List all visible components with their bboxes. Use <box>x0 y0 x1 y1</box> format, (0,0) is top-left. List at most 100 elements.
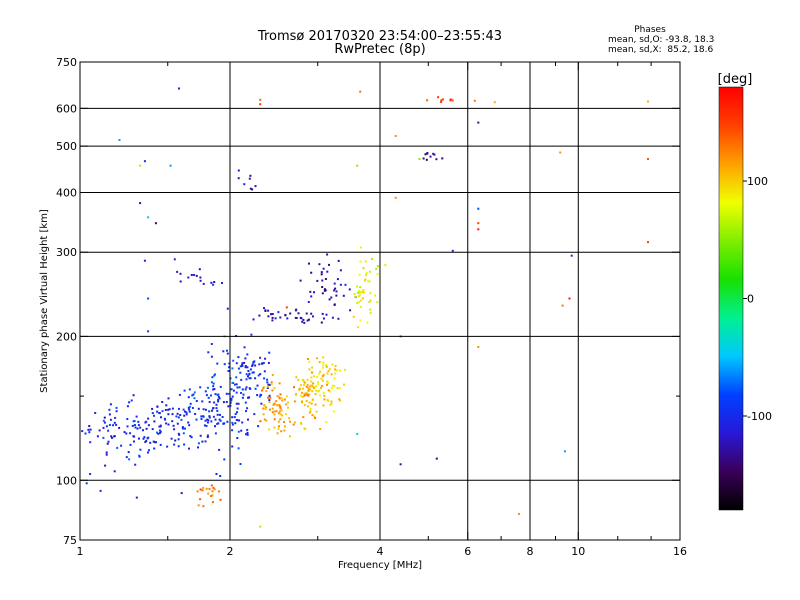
data-point <box>272 313 274 315</box>
data-point <box>321 273 323 275</box>
data-point <box>268 352 270 354</box>
data-point <box>103 420 105 422</box>
data-point <box>147 216 149 218</box>
data-point <box>144 160 146 162</box>
data-point <box>200 435 202 437</box>
data-point <box>238 403 240 405</box>
data-point <box>191 436 193 438</box>
data-point <box>114 417 116 419</box>
data-point <box>275 400 277 402</box>
data-point <box>337 278 339 280</box>
data-point <box>358 295 360 297</box>
data-point <box>201 418 203 420</box>
data-point <box>199 268 201 270</box>
y-tick-label: 200 <box>56 330 77 343</box>
data-point <box>210 495 212 497</box>
data-point <box>248 396 250 398</box>
data-point <box>171 438 173 440</box>
data-point <box>212 284 214 286</box>
phases-heading: Phases <box>634 25 666 35</box>
data-point <box>208 397 210 399</box>
data-point <box>187 277 189 279</box>
data-point <box>197 446 199 448</box>
data-point <box>301 401 303 403</box>
data-point <box>124 431 126 433</box>
data-point <box>302 319 304 321</box>
data-point <box>302 379 304 381</box>
data-point <box>302 396 304 398</box>
data-point <box>323 392 325 394</box>
data-point <box>306 400 308 402</box>
data-point <box>257 385 259 387</box>
data-point <box>259 99 261 101</box>
data-point <box>112 424 114 426</box>
data-point <box>277 428 279 430</box>
data-point <box>232 360 234 362</box>
data-point <box>187 422 189 424</box>
data-point <box>259 373 261 375</box>
data-point <box>147 452 149 454</box>
data-point <box>279 397 281 399</box>
data-point <box>334 304 336 306</box>
data-point <box>104 417 106 419</box>
colorbar <box>719 87 743 510</box>
data-point <box>177 413 179 415</box>
data-point <box>355 296 357 298</box>
data-point <box>153 420 155 422</box>
data-point <box>286 306 288 308</box>
data-point <box>278 412 280 414</box>
data-point <box>246 353 248 355</box>
data-point <box>178 438 180 440</box>
data-point <box>353 316 355 318</box>
data-point <box>132 435 134 437</box>
data-point <box>216 404 218 406</box>
x-tick-label: 8 <box>527 545 534 558</box>
data-point <box>277 311 279 313</box>
data-point <box>177 423 179 425</box>
data-point <box>360 291 362 293</box>
data-point <box>155 441 157 443</box>
data-point <box>310 381 312 383</box>
data-point <box>183 409 185 411</box>
data-point <box>171 420 173 422</box>
data-point <box>258 315 260 317</box>
data-point <box>220 386 222 388</box>
data-point <box>323 268 325 270</box>
data-point <box>236 383 238 385</box>
data-point <box>86 482 88 484</box>
data-point <box>199 386 201 388</box>
data-point <box>357 292 359 294</box>
data-point <box>212 487 214 489</box>
data-point <box>259 357 261 359</box>
data-point <box>310 295 312 297</box>
data-point <box>208 410 210 412</box>
data-point <box>357 326 359 328</box>
data-point <box>647 241 649 243</box>
data-point <box>275 317 277 319</box>
data-point <box>203 283 205 285</box>
data-point <box>260 394 262 396</box>
data-point <box>322 356 324 358</box>
data-point <box>160 426 162 428</box>
data-point <box>176 271 178 273</box>
data-point <box>300 317 302 319</box>
data-point <box>384 264 386 266</box>
data-point <box>268 362 270 364</box>
data-point <box>119 139 121 141</box>
data-point <box>266 381 268 383</box>
data-point <box>218 396 220 398</box>
data-point <box>281 400 283 402</box>
data-point <box>231 382 233 384</box>
phases-o-stats: mean, sd,O: -93.8, 18.3 <box>608 35 714 45</box>
data-point <box>423 158 425 160</box>
data-point <box>254 365 256 367</box>
data-point <box>309 412 311 414</box>
data-point <box>212 490 214 492</box>
data-point <box>161 401 163 403</box>
data-point <box>128 451 130 453</box>
y-tick-label: 400 <box>56 186 77 199</box>
data-point <box>371 258 373 260</box>
data-point <box>647 158 649 160</box>
data-point <box>192 394 194 396</box>
y-tick-label: 300 <box>56 246 77 259</box>
